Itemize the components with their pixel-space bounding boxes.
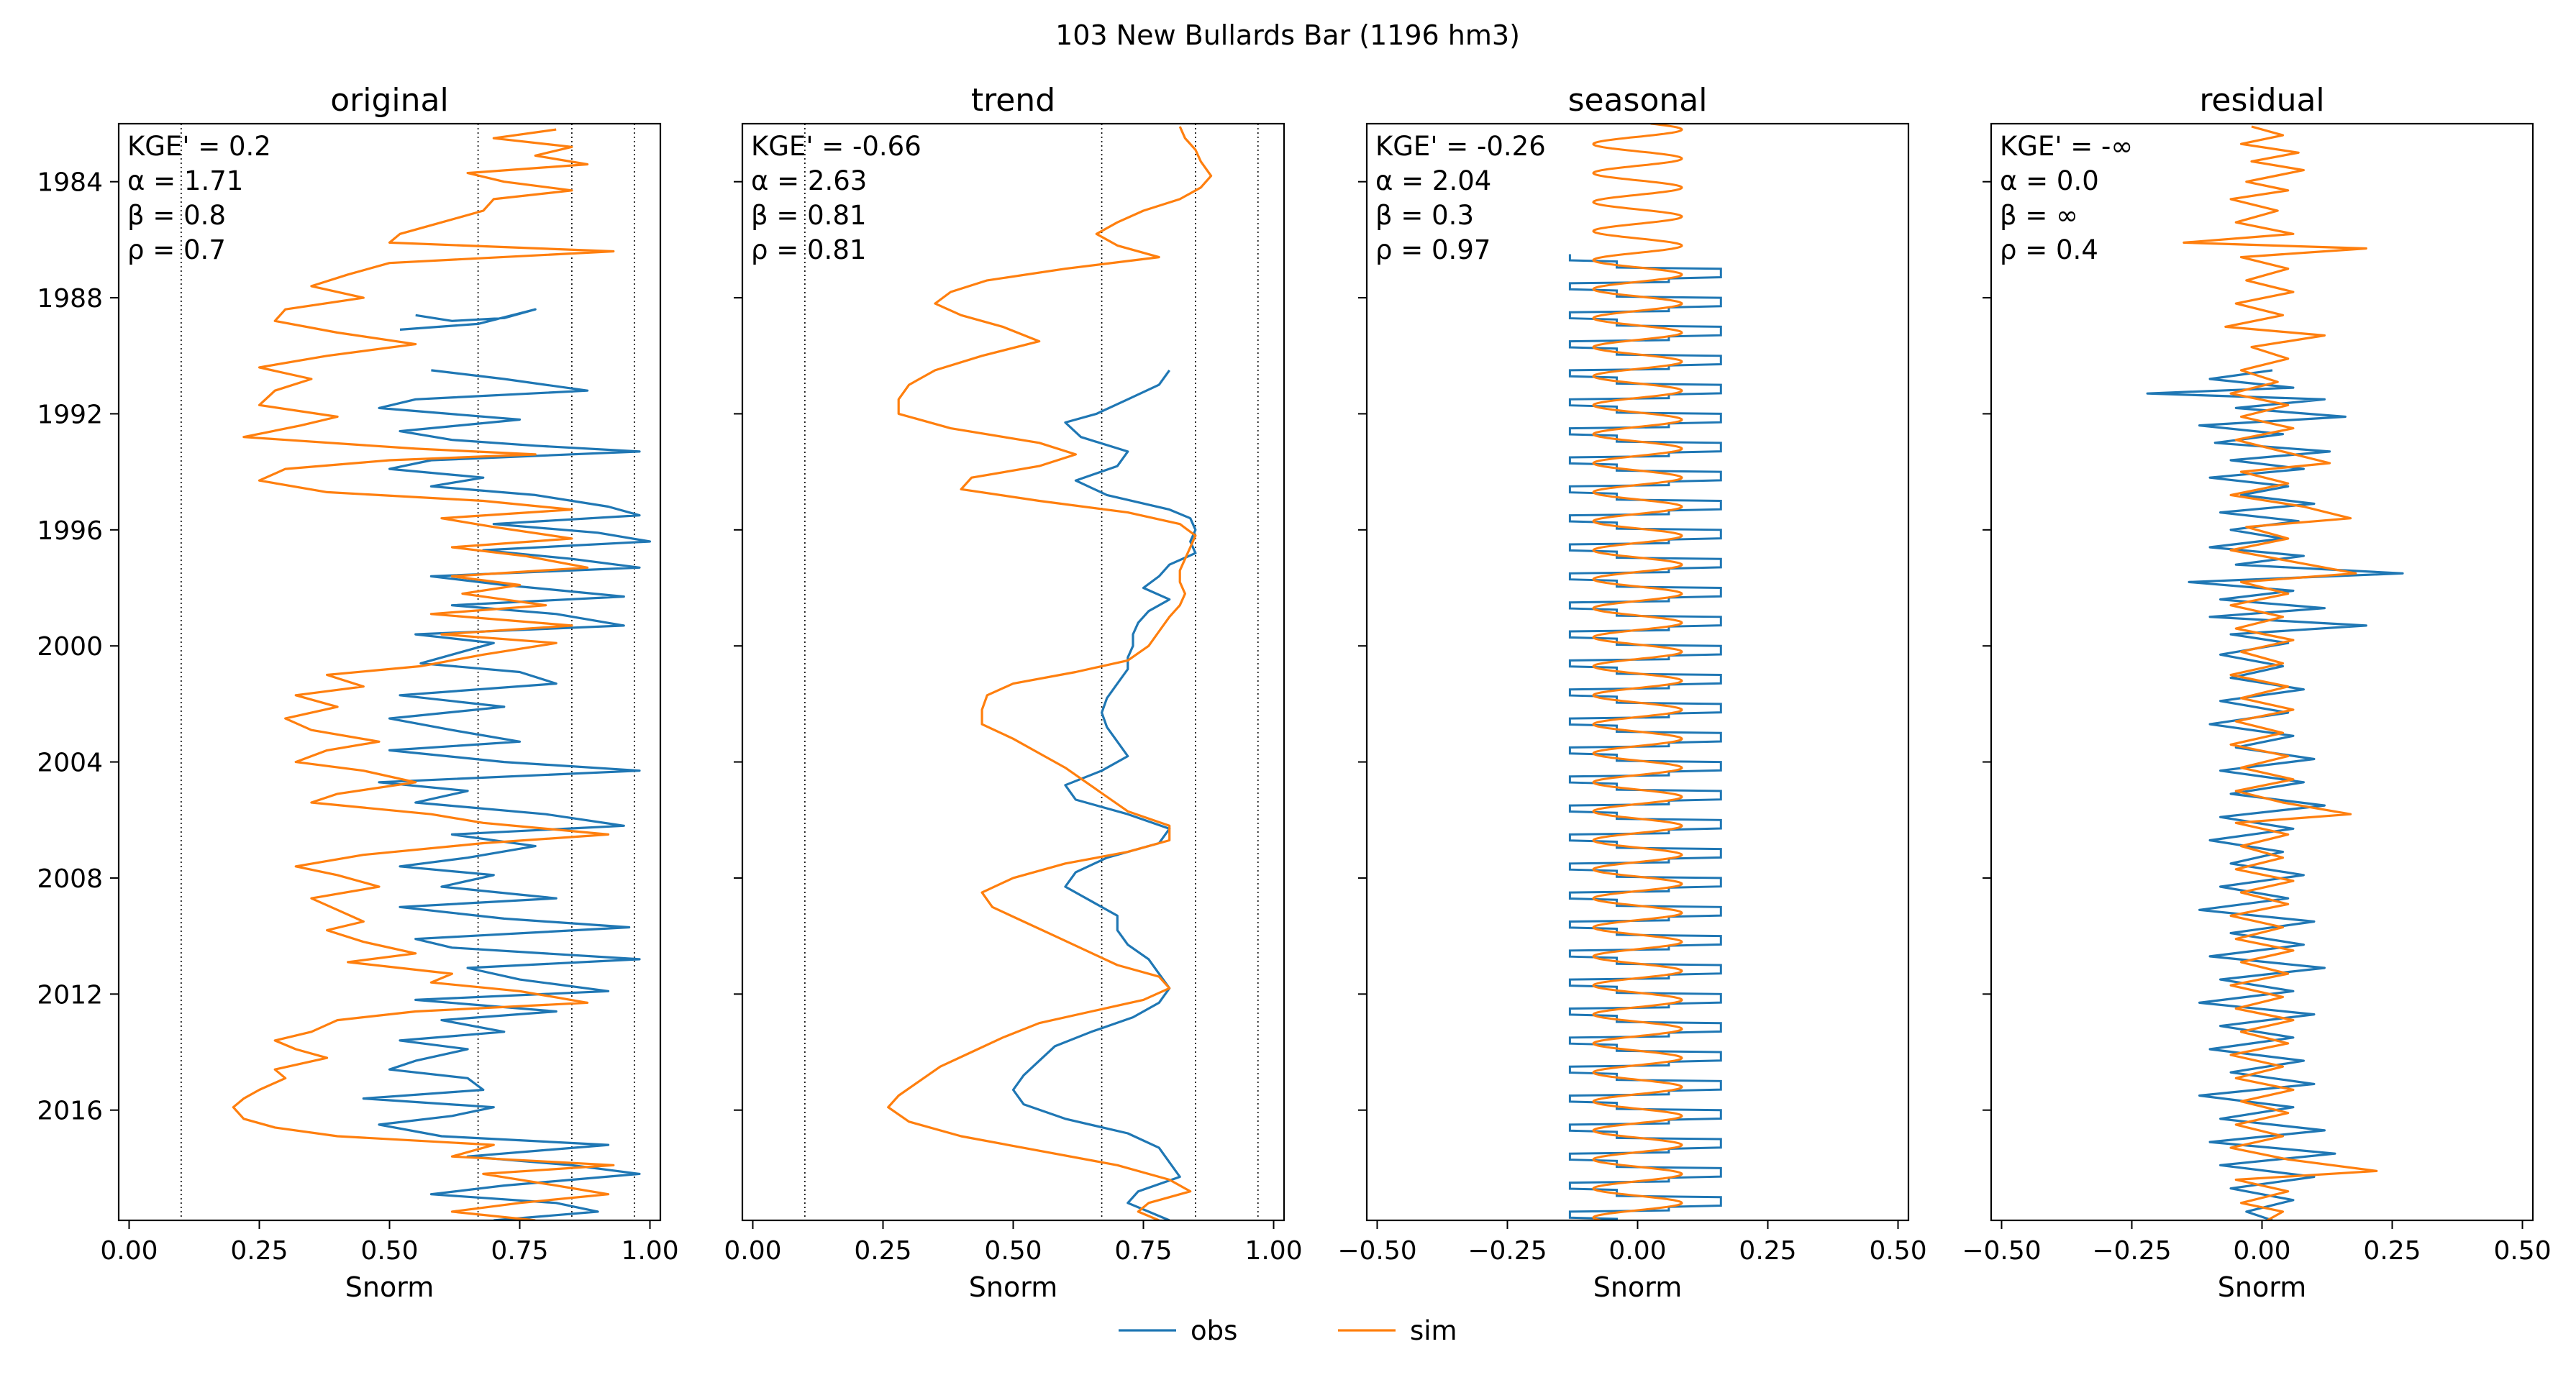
x-tick-label: 0.00 [100, 1236, 158, 1266]
x-axis-label: Snorm [2218, 1271, 2306, 1303]
panel-seasonal: seasonal −0.50 −0.25 0.00 0.25 0.50 Snorm KGE' … [1337, 82, 1926, 1303]
y-tick-label: 1992 [37, 400, 103, 429]
x-tick-label: 0.25 [230, 1236, 288, 1266]
metric-text: β = ∞ [2000, 200, 2078, 231]
legend-label-obs: obs [1191, 1315, 1237, 1346]
series-line-sim [2183, 125, 2378, 1220]
x-tick-label: 1.00 [621, 1236, 678, 1266]
y-tick-label: 2000 [37, 632, 103, 662]
x-tick-label: 0.25 [1739, 1236, 1796, 1266]
metric-text: ρ = 0.81 [751, 234, 866, 265]
x-tick-label: 0.25 [2363, 1236, 2421, 1266]
legend-label-sim: sim [1410, 1315, 1457, 1346]
x-tick-label: 0.00 [2233, 1236, 2290, 1266]
metric-text: β = 0.8 [127, 200, 226, 231]
series-line-obs [1011, 369, 1197, 1220]
metric-text: α = 2.04 [1375, 165, 1491, 196]
panel-title: trend [971, 82, 1055, 119]
panel-residual: residual −0.50 −0.25 0.00 0.25 0.50 Snorm KGE' … [1962, 82, 2551, 1303]
metric-text: α = 0.0 [2000, 165, 2099, 196]
metric-text: KGE' = -0.26 [1375, 131, 1546, 162]
metric-text: ρ = 0.4 [2000, 234, 2098, 265]
x-tick-label: 0.75 [491, 1236, 548, 1266]
y-tick-label: 1988 [37, 284, 103, 314]
panels: original 0.00 0.25 0.50 0.75 1.00 Snorm 1984 198… [37, 82, 2551, 1303]
y-tick-label: 2004 [37, 749, 103, 778]
panel-title: residual [2199, 82, 2324, 119]
panel-title: original [330, 82, 448, 119]
y-tick-label: 2012 [37, 980, 103, 1010]
metric-text: α = 1.71 [127, 165, 243, 196]
plot-area [232, 128, 652, 1220]
plot-area [1568, 124, 1722, 1220]
series-line-sim [1592, 124, 1683, 1220]
metric-text: KGE' = -∞ [2000, 131, 2133, 162]
y-tick-label: 2016 [37, 1097, 103, 1126]
metric-text: ρ = 0.97 [1375, 234, 1490, 265]
series-line-obs [1568, 254, 1722, 1220]
legend: obs sim [1119, 1315, 1457, 1346]
panel-trend: trend 0.00 0.25 0.50 0.75 1.00 Snorm KGE' = -0.… [724, 82, 1302, 1303]
x-tick-label: 0.75 [1114, 1236, 1172, 1266]
metric-text: ρ = 0.7 [127, 234, 226, 265]
y-tick-label: 2008 [37, 864, 103, 894]
x-tick-label: 0.00 [724, 1236, 781, 1266]
y-tick-label: 1984 [37, 168, 103, 198]
y-tick-label: 1996 [37, 516, 103, 546]
series-line-obs [362, 308, 652, 1220]
x-tick-label: 1.00 [1244, 1236, 1302, 1266]
series-line-obs [2146, 369, 2404, 1220]
series-line-sim [887, 126, 1213, 1220]
x-tick-label: 0.50 [1869, 1236, 1926, 1266]
metric-text: β = 0.81 [751, 200, 867, 231]
x-tick-label: 0.25 [854, 1236, 911, 1266]
metric-text: KGE' = -0.66 [751, 131, 921, 162]
x-tick-label: −0.25 [1467, 1236, 1547, 1266]
panel-title: seasonal [1568, 82, 1708, 119]
x-tick-label: −0.50 [1962, 1236, 2041, 1266]
x-tick-label: −0.50 [1337, 1236, 1416, 1266]
figure-suptitle: 103 New Bullards Bar (1196 hm3) [1055, 19, 1520, 51]
x-tick-label: 0.50 [360, 1236, 418, 1266]
metric-text: α = 2.63 [751, 165, 867, 196]
x-tick-label: 0.50 [984, 1236, 1042, 1266]
x-tick-label: 0.00 [1608, 1236, 1666, 1266]
metric-text: KGE' = 0.2 [127, 131, 271, 162]
series-line-sim [232, 128, 615, 1220]
x-axis-label: Snorm [969, 1271, 1057, 1303]
panel-original: original 0.00 0.25 0.50 0.75 1.00 Snorm 1984 198… [37, 82, 678, 1303]
plot-area [887, 126, 1213, 1220]
x-tick-label: 0.50 [2493, 1236, 2551, 1266]
plot-area [2146, 125, 2404, 1220]
x-tick-label: −0.25 [2092, 1236, 2171, 1266]
x-axis-label: Snorm [1593, 1271, 1682, 1303]
metric-text: β = 0.3 [1375, 200, 1474, 231]
x-axis-label: Snorm [345, 1271, 434, 1303]
